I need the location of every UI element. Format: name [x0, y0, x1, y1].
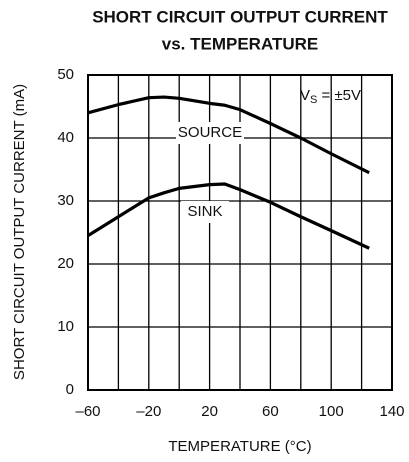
x-tick-label: 60 [262, 403, 279, 420]
y-tick-label: 20 [57, 255, 74, 272]
y-tick-label: 50 [57, 66, 74, 83]
x-tick-label: –20 [136, 403, 161, 420]
series-line [87, 182, 370, 250]
series-label: SOURCE [178, 124, 242, 141]
y-tick-label: 30 [57, 192, 74, 209]
supply-rest: = ±5V [317, 87, 361, 104]
x-tick-label: 100 [319, 403, 344, 420]
plot-frame [87, 74, 393, 391]
supply-sub: S [310, 94, 317, 106]
y-tick-label: 0 [66, 381, 74, 398]
supply-main: V [300, 87, 310, 104]
supply-label: VS = ±5V [300, 87, 361, 106]
label-bg [181, 201, 229, 223]
x-tick-label: –60 [75, 403, 100, 420]
y-tick-label: 10 [57, 318, 74, 335]
x-tick-label: 20 [201, 403, 218, 420]
series-line [87, 95, 370, 175]
chart-title: vs. TEMPERATURE [162, 34, 319, 53]
x-axis-label: TEMPERATURE (°C) [168, 438, 311, 455]
series-label: SINK [187, 203, 222, 220]
y-tick-label: 40 [57, 129, 74, 146]
y-axis-label: SHORT CIRCUIT OUTPUT CURRENT (mA) [11, 84, 28, 380]
label-bg [176, 122, 244, 144]
x-tick-label: 140 [379, 403, 404, 420]
chart-title: SHORT CIRCUIT OUTPUT CURRENT [92, 7, 388, 26]
